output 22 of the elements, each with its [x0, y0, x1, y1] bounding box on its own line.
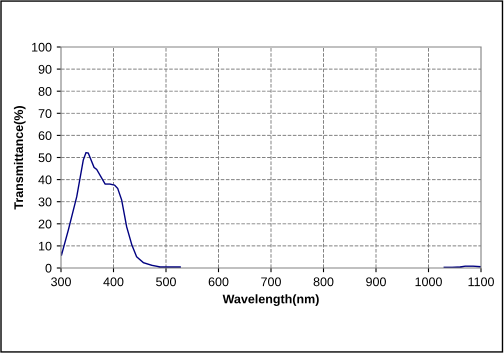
y-tick-label: 90 [38, 64, 52, 74]
y-tick-label: 70 [38, 109, 52, 118]
y-tick-label: 50 [38, 153, 52, 162]
x-tick-label: 300 [51, 277, 71, 286]
x-tick-label: 1100 [468, 277, 494, 286]
x-tick-label: 500 [156, 277, 176, 286]
y-tick-label: 40 [38, 175, 52, 184]
x-tick-label: 700 [261, 277, 281, 286]
x-tick-label: 400 [103, 277, 124, 286]
y-tick-label: 80 [38, 87, 52, 96]
y-axis-title: Transmittance(%) [14, 106, 26, 210]
x-tick-label: 900 [366, 277, 386, 286]
x-axis-title: Wavelength(nm) [222, 294, 319, 306]
x-tick-label: 1000 [416, 277, 442, 286]
y-tick-label: 60 [38, 131, 52, 140]
y-tick-label: 30 [38, 198, 52, 206]
x-tick-label: 800 [314, 277, 334, 286]
x-tick-label: 600 [208, 277, 228, 286]
y-tick-label: 10 [39, 242, 52, 251]
y-tick-label: 0 [46, 264, 52, 273]
y-tick-label: 20 [38, 220, 52, 228]
y-tick-label: 100 [32, 42, 52, 52]
